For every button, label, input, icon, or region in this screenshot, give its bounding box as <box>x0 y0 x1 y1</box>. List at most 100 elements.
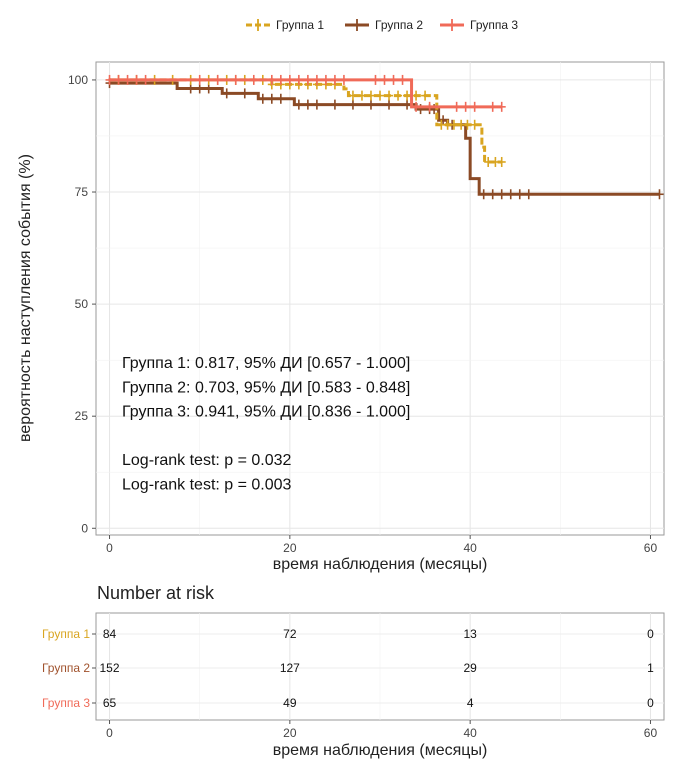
censor-mark <box>123 74 132 85</box>
censor-mark <box>461 101 470 112</box>
risk-cell: 4 <box>467 696 474 710</box>
censor-mark <box>449 119 458 130</box>
censor-mark <box>321 74 330 85</box>
risk-row-label: Группа 2 <box>42 661 90 675</box>
censor-mark <box>303 74 312 85</box>
censor-mark <box>303 99 312 110</box>
legend-label: Группа 1 <box>276 18 324 32</box>
legend: Группа 1 Группа 2 Группа 3 <box>246 18 518 32</box>
censor-mark <box>497 156 506 167</box>
censor-mark <box>385 99 394 110</box>
legend-item-2: Группа 2 <box>345 18 423 32</box>
censor-mark <box>267 93 276 104</box>
risk-row-1: Группа 1 84 72 13 0 <box>42 627 654 641</box>
censor-mark <box>376 90 384 101</box>
x-tick-labels: 0 20 40 60 <box>106 535 657 555</box>
censor-mark <box>403 90 412 101</box>
censor-mark <box>213 74 222 85</box>
censor-mark <box>425 101 434 112</box>
censor-mark <box>285 74 294 85</box>
censor-mark <box>403 99 412 110</box>
y-tick-label: 25 <box>75 409 89 423</box>
risk-cell: 1 <box>647 661 654 675</box>
risk-table-grid <box>96 613 664 720</box>
x-tick-label: 0 <box>106 541 113 555</box>
legend-item-1: Группа 1 <box>246 18 324 32</box>
annotation-line: Группа 3: 0.941, 95% ДИ [0.836 - 1.000] <box>122 404 410 421</box>
series-layer <box>105 74 664 200</box>
x-tick-label: 40 <box>463 541 477 555</box>
annotation-line: Группа 2: 0.703, 95% ДИ [0.583 - 0.848] <box>122 379 410 396</box>
annotation-line: Log-rank test: p = 0.032 <box>122 452 292 469</box>
risk-cell: 152 <box>100 661 120 675</box>
risk-table: Number at risk Группа 1 84 72 13 0 Группа 2 15… <box>42 583 665 759</box>
censor-mark <box>348 99 357 110</box>
x-tick-label: 60 <box>644 541 658 555</box>
risk-cell: 65 <box>103 696 117 710</box>
censor-mark <box>497 189 506 200</box>
censor-mark <box>515 189 524 200</box>
risk-cell: 29 <box>463 661 477 675</box>
plot-grid <box>96 62 664 535</box>
risk-cell: 0 <box>647 627 654 641</box>
censor-mark <box>231 74 240 85</box>
censor-mark <box>339 74 348 85</box>
censor-mark <box>240 88 249 99</box>
censor-mark <box>267 74 276 85</box>
risk-x-tick-label: 20 <box>283 726 297 740</box>
risk-x-axis-label: время наблюдения (месяцы) <box>273 742 488 759</box>
censor-mark <box>398 74 407 85</box>
risk-table-rows: Группа 1 84 72 13 0 Группа 2 152 127 29 1 Группа 3… <box>42 627 654 710</box>
y-tick-labels: 0 25 50 75 100 <box>68 73 96 535</box>
censor-mark <box>524 189 533 200</box>
censor-mark <box>258 93 267 104</box>
x-axis-label: время наблюдения (месяцы) <box>273 556 488 573</box>
censor-mark <box>479 189 488 200</box>
censor-mark <box>294 99 303 110</box>
censor-mark <box>186 83 195 94</box>
censor-mark <box>394 90 403 101</box>
y-tick-label: 75 <box>75 185 89 199</box>
censor-mark <box>421 90 430 101</box>
risk-cell: 13 <box>463 627 477 641</box>
risk-x-tick-label: 0 <box>106 726 113 740</box>
censor-mark <box>195 83 204 94</box>
x-tick-label: 20 <box>283 541 297 555</box>
censor-mark <box>105 74 114 85</box>
risk-cell: 84 <box>103 627 117 641</box>
censor-mark <box>452 101 461 112</box>
censor-mark <box>348 90 357 101</box>
risk-cell: 127 <box>280 661 300 675</box>
censor-mark <box>366 99 375 110</box>
stats-annotations: Группа 1: 0.817, 95% ДИ [0.657 - 1.000] Г… <box>122 355 410 494</box>
censor-mark <box>484 156 493 167</box>
censor-mark <box>366 90 375 101</box>
censor-mark <box>655 189 664 200</box>
censor-mark <box>312 99 321 110</box>
risk-x-tick-label: 40 <box>463 726 477 740</box>
risk-row-label: Группа 1 <box>42 627 90 641</box>
risk-table-title: Number at risk <box>97 583 215 603</box>
censor-mark <box>312 74 321 85</box>
legend-label: Группа 3 <box>470 18 518 32</box>
censor-mark <box>204 83 213 94</box>
censor-mark <box>412 101 421 112</box>
censor-mark <box>488 101 497 112</box>
risk-cell: 0 <box>647 696 654 710</box>
censor-mark <box>470 119 479 130</box>
y-tick-label: 0 <box>81 521 88 535</box>
risk-row-2: Группа 2 152 127 29 1 <box>42 661 654 675</box>
risk-cell: 49 <box>283 696 297 710</box>
risk-cell: 72 <box>283 627 297 641</box>
censor-mark <box>506 189 515 200</box>
risk-x-tick-labels: 0 20 40 60 <box>106 720 657 740</box>
censor-mark <box>385 90 394 101</box>
legend-label: Группа 2 <box>375 18 423 32</box>
annotation-line: Log-rank test: p = 0.003 <box>122 477 292 494</box>
censor-mark <box>276 93 285 104</box>
censor-mark <box>294 74 303 85</box>
censor-mark <box>439 115 448 126</box>
survival-plot: 0 25 50 75 100 0 20 40 60 Группа 1: 0.817, 95% … <box>17 61 665 573</box>
censor-mark <box>488 189 497 200</box>
